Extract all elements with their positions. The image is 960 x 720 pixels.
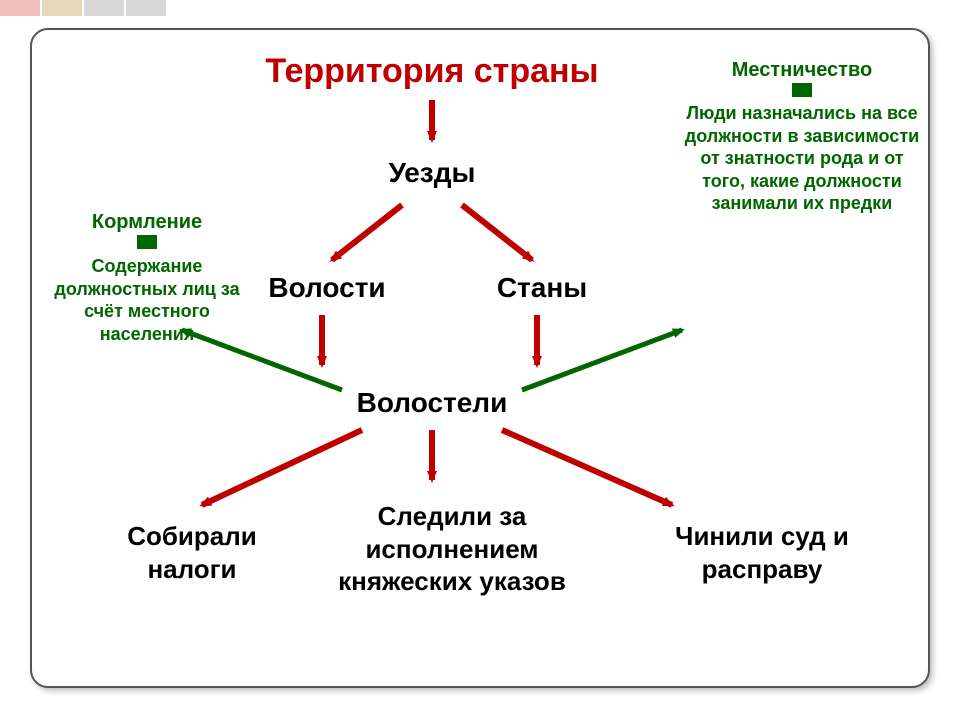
node-mestnich-body: Люди назначались на все должности в зави…	[682, 102, 922, 215]
node-decrees: Следили за исполнением княжеских указов	[322, 500, 582, 598]
dash-left	[137, 235, 157, 249]
dash-right	[792, 83, 812, 97]
node-volosti: Волости	[247, 270, 407, 305]
node-stany: Станы	[472, 270, 612, 305]
tab	[42, 0, 82, 16]
slide-tabs	[0, 0, 166, 16]
node-uezdy: Уезды	[362, 155, 502, 190]
node-volosteli: Волостели	[342, 385, 522, 420]
node-taxes: Собирали налоги	[92, 520, 292, 585]
node-mestnich-title: Местничество	[692, 58, 912, 83]
diagram-frame: Территория страны Уезды Волости Станы Во…	[30, 28, 930, 688]
node-title: Территория страны	[202, 50, 662, 93]
tab	[84, 0, 124, 16]
node-kormlenie-title: Кормление	[62, 210, 232, 235]
node-kormlenie-body: Содержание должностных лиц за счёт местн…	[52, 255, 242, 345]
tab	[0, 0, 40, 16]
node-court: Чинили суд и расправу	[632, 520, 892, 585]
tab	[126, 0, 166, 16]
